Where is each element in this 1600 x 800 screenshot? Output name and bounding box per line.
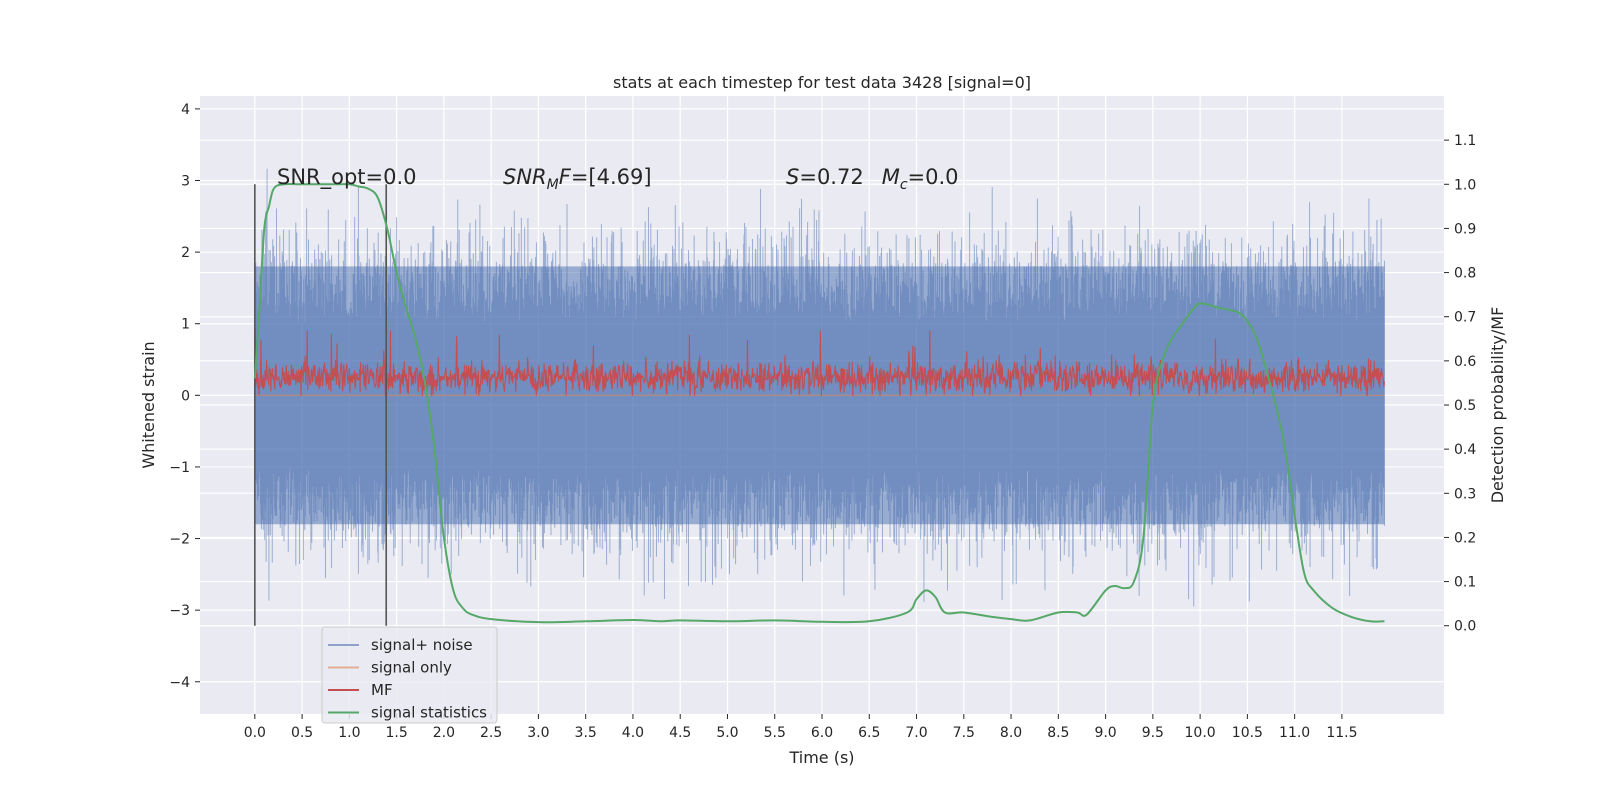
y-right-tick-label-5: 0.5	[1454, 398, 1476, 414]
legend: signal+ noise signal only MF signal statist…	[321, 626, 498, 724]
y-right-tick-label-3: 0.3	[1454, 486, 1476, 502]
x-tick-label-5: 2.5	[480, 725, 502, 741]
y-right-tick-label-4: 0.4	[1454, 442, 1476, 458]
mf-trace	[254, 327, 1385, 396]
x-tick-label-20: 10.0	[1185, 725, 1216, 741]
y-right-tick-label-1: 0.1	[1454, 575, 1476, 591]
x-axis-title: Time (s)	[788, 748, 854, 767]
x-tick-label-22: 11.0	[1279, 725, 1310, 741]
y-right-tick-label-11: 1.1	[1454, 133, 1476, 149]
chart-title: stats at each timestep for test data 342…	[613, 73, 1031, 92]
x-tick-label-10: 5.0	[716, 725, 738, 741]
series-signal-statistics	[253, 182, 1385, 624]
y-left-tick-label-8: 4	[181, 102, 190, 118]
annotation-stats: S=0.72 Mc=0.0	[786, 165, 959, 193]
y-left-tick-label-4: 0	[181, 388, 190, 404]
y-right-axis-ticks: 0.0 0.1 0.2 0.3 0.4 0.5 0.6 0.7 0.8 0.9 1.0 1.1	[1444, 133, 1476, 635]
vertical-markers	[254, 184, 388, 626]
annotation-snr-mf-value: =[4.69]	[571, 165, 652, 189]
annotation-mc-value: =0.0	[908, 165, 959, 189]
y-right-tick-label-0: 0.0	[1454, 619, 1476, 635]
x-tick-label-23: 11.5	[1326, 725, 1357, 741]
legend-label-2: MF	[371, 681, 393, 699]
y-right-tick-label-7: 0.7	[1454, 310, 1476, 326]
x-tick-label-1: 0.5	[291, 725, 313, 741]
y-left-tick-label-2: −2	[169, 532, 190, 548]
annotation-snr-opt: SNR_opt=0.0	[277, 165, 417, 190]
x-tick-label-14: 7.0	[905, 725, 927, 741]
x-tick-label-6: 3.0	[527, 725, 549, 741]
x-tick-label-13: 6.5	[858, 725, 880, 741]
x-tick-label-21: 10.5	[1232, 725, 1263, 741]
y-left-tick-label-3: −1	[169, 460, 190, 476]
legend-frame	[321, 626, 498, 724]
legend-label-3: signal statistics	[371, 704, 487, 722]
y-left-tick-label-0: −4	[169, 675, 190, 691]
legend-label-0: signal+ noise	[371, 636, 473, 654]
x-tick-label-0: 0.0	[244, 725, 266, 741]
series-mf	[254, 327, 1385, 396]
x-tick-label-3: 1.5	[385, 725, 407, 741]
annotation-snr-mf: SNRMF=[4.69]	[503, 165, 652, 193]
x-tick-label-17: 8.5	[1047, 725, 1069, 741]
y-left-tick-label-5: 1	[181, 317, 190, 333]
x-tick-label-7: 3.5	[575, 725, 597, 741]
y-right-tick-label-2: 0.2	[1454, 530, 1476, 546]
x-tick-label-9: 4.5	[669, 725, 691, 741]
y-right-tick-label-10: 1.0	[1454, 177, 1476, 193]
y-left-axis-title: Whitened strain	[139, 341, 158, 468]
x-tick-label-2: 1.0	[338, 725, 360, 741]
legend-label-1: signal only	[371, 659, 452, 677]
annotation-mc-subscript: c	[900, 177, 908, 193]
x-axis-ticks: 0.0 0.5 1.0 1.5 2.0 2.5 3.0 3.5 4.0 4.5 5.0 5.5 6.0 6…	[244, 714, 1357, 741]
x-tick-label-16: 8.0	[1000, 725, 1022, 741]
annotation-snr-mf-f: F	[559, 165, 572, 189]
x-tick-label-19: 9.5	[1142, 725, 1164, 741]
y-right-tick-label-6: 0.6	[1454, 354, 1476, 370]
x-tick-label-11: 5.5	[764, 725, 786, 741]
x-tick-label-8: 4.0	[622, 725, 644, 741]
y-left-axis-ticks: −4 −3 −2 −1 0 1 2 3 4	[169, 102, 200, 691]
x-tick-label-4: 2.0	[433, 725, 455, 741]
y-right-tick-label-9: 0.9	[1454, 221, 1476, 237]
x-tick-label-12: 6.0	[811, 725, 833, 741]
x-tick-label-15: 7.5	[953, 725, 975, 741]
signal-statistics-line	[253, 182, 1385, 624]
y-left-tick-label-7: 3	[181, 174, 190, 190]
y-left-tick-label-6: 2	[181, 245, 190, 261]
y-right-tick-label-8: 0.8	[1454, 266, 1476, 282]
annotation-mc-symbol: M	[882, 165, 900, 189]
y-left-tick-label-1: −3	[169, 603, 190, 619]
x-tick-label-18: 9.0	[1094, 725, 1116, 741]
annotation-snr-mf-symbol: SNR	[503, 165, 547, 189]
annotation-stats-value: =0.72	[799, 165, 863, 189]
annotation-stats-symbol: S	[786, 165, 799, 189]
annotation-snr-mf-subscript: M	[547, 177, 559, 193]
y-right-axis-title: Detection probability/MF	[1488, 307, 1507, 504]
